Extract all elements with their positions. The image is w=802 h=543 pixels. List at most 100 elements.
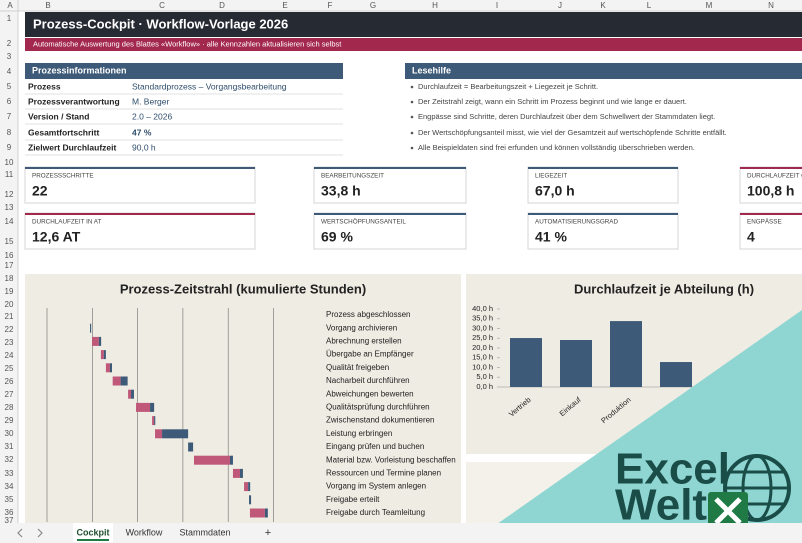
kpi-accent [314,167,466,169]
bar-segment [120,376,128,386]
kpi-label: ENGPÄSSE [747,218,782,226]
kpi-value: 67,0 h [535,183,575,199]
row-header: 8 [7,128,12,137]
section-header [405,63,802,79]
row-header: 17 [5,261,14,270]
logo-background [470,310,802,543]
y-tick-label: 25,0 h [472,333,493,342]
row-header: 22 [5,325,14,334]
bar-segment [112,376,121,386]
row-header: 1 [7,14,12,23]
bar [660,362,692,387]
bar-segment [131,389,134,399]
bar [510,338,542,387]
bar-segment [248,482,251,492]
row-header: 4 [7,67,12,76]
category-label: Prozess abgeschlossen [326,310,411,319]
y-tick-label: 20,0 h [472,343,493,352]
bar-segment [47,350,101,359]
bar-segment [105,363,110,373]
bar-segment [47,495,249,504]
active-tab [73,523,113,542]
scroll-right[interactable] [37,528,43,538]
info-label: Prozess [28,81,61,91]
bar-segment [47,324,90,333]
logo-text: Excel [615,445,730,494]
bar [560,340,592,387]
row-header: 37 [5,516,14,525]
column-header: F [328,1,333,10]
bar-segment [232,468,240,478]
category-label: Nacharbeit durchführen [326,376,410,385]
sheet-tab[interactable]: Cockpit [76,527,109,537]
bar-segment [47,509,250,518]
bar-segment [109,363,113,373]
scroll-left[interactable] [17,528,23,538]
bullet [410,146,414,150]
help-item: Engpässe sind Schritte, deren Durchlaufz… [418,112,715,121]
subtitle: Automatische Auswertung des Blattes «Wor… [33,39,342,48]
charts: Prozess-Zeitstrahl (kumulierte Stunden) P… [46,281,754,522]
bar-segment [47,377,113,386]
category-label: Eingang prüfen und buchen [326,442,424,451]
sheet-tab[interactable]: + [265,527,271,539]
section-title: Prozessinformationen [32,65,127,75]
help-item: Der Wertschöpfungsanteil misst, wie viel… [418,128,727,137]
row-header: 18 [5,274,14,283]
bar-segment [239,468,243,478]
kpi-accent [740,167,802,169]
category-label: Abrechnung erstellen [326,337,402,346]
bar-segment [152,416,155,426]
section-title: Lesehilfe [412,65,451,75]
kpi-value: 100,8 h [747,183,794,199]
row-header-bar [0,0,18,523]
kpi-label: LIEGEZEIT [535,173,567,180]
column-header-bar [0,0,802,11]
bar-segment [47,443,188,452]
y-tick-label: 35,0 h [472,314,493,323]
column-header: N [768,1,774,10]
category-label: Qualitätsprüfung durchführen [326,403,430,412]
category-label: Übergabe an Empfänger [326,350,414,359]
kpi-card [739,212,802,250]
column-header: M [706,1,713,10]
bar-segment [92,336,99,346]
bar-segment [154,416,156,426]
bar-segment [162,429,189,439]
column-header: L [647,1,652,10]
row-header: 25 [5,364,14,373]
row-header: 6 [7,97,12,106]
kpi-accent [528,167,678,169]
column-header: I [496,1,498,10]
column-header: B [45,1,50,10]
kpi-value: 33,8 h [321,183,361,199]
kpi-value: 12,6 AT [32,229,81,245]
chart-title: Durchlaufzeit je Abteilung (h) [574,281,754,296]
row-header: 29 [5,416,14,425]
bar-segment [136,402,151,412]
y-tick-label: 40,0 h [472,304,493,313]
row-header: 33 [5,469,14,478]
category-label: Vorgang archivieren [326,323,397,332]
row-header: 5 [7,82,12,91]
row-header: 10 [5,158,14,167]
bar-segment [188,442,194,452]
bar-segment [100,350,104,360]
bar-segment [47,456,194,465]
info-label: Zielwert Durchlaufzeit [28,142,116,152]
row-header: 21 [5,312,14,321]
row-header: 16 [5,251,14,260]
sheet-tab[interactable]: Stammdaten [179,527,230,537]
row-header: 20 [5,300,14,309]
tabs: Cockpit Workflow Stammdaten + [76,527,271,539]
kpi-label: DURCHLAUFZEIT IN AT [32,219,102,226]
bar-segment [47,337,92,346]
kpi-label: WERTSCHÖPFUNGSANTEIL [321,218,406,226]
row-header: 23 [5,338,14,347]
kpi-card [527,166,679,204]
sheet-tab[interactable]: Workflow [126,527,163,537]
column-header: A [7,1,13,10]
row-header: 19 [5,287,14,296]
row-header: 27 [5,390,14,399]
